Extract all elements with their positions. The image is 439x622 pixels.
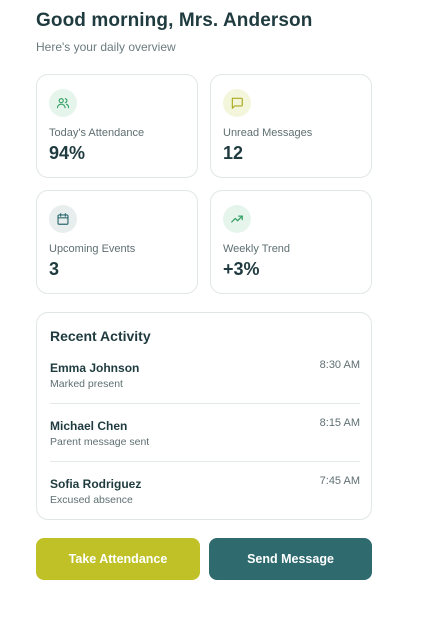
activity-item[interactable]: Michael Chen Parent message sent 8:15 AM [50, 417, 360, 467]
activity-name: Michael Chen [50, 419, 128, 433]
activity-item[interactable]: Sofia Rodriguez Excused absence 7:45 AM [50, 475, 360, 525]
recent-activity-card: Recent Activity Emma Johnson Marked pres… [36, 312, 372, 520]
activity-time: 7:45 AM [319, 475, 360, 487]
users-icon [49, 89, 77, 117]
trending-up-icon [223, 205, 251, 233]
activity-divider [50, 461, 360, 462]
activity-time: 8:30 AM [319, 359, 360, 371]
recent-activity-title: Recent Activity [50, 328, 151, 344]
stat-label: Today's Attendance [49, 127, 145, 139]
stat-card-trend[interactable]: Weekly Trend +3% [210, 190, 372, 294]
activity-name: Sofia Rodriguez [50, 477, 142, 491]
stat-value: 3 [49, 259, 60, 279]
activity-description: Parent message sent [50, 436, 150, 448]
activity-description: Marked present [50, 378, 123, 390]
send-message-button[interactable]: Send Message [209, 538, 372, 580]
stat-value: 12 [223, 143, 244, 163]
greeting-subtitle: Here's your daily overview [36, 40, 176, 54]
stat-label: Unread Messages [223, 127, 313, 139]
stat-card-events[interactable]: Upcoming Events 3 [36, 190, 198, 294]
calendar-icon [49, 205, 77, 233]
take-attendance-button[interactable]: Take Attendance [36, 538, 200, 580]
activity-description: Excused absence [50, 494, 133, 506]
stat-label: Upcoming Events [49, 243, 136, 255]
activity-time: 8:15 AM [319, 417, 360, 429]
stat-card-attendance[interactable]: Today's Attendance 94% [36, 74, 198, 178]
stat-value: +3% [223, 259, 260, 279]
stat-card-messages[interactable]: Unread Messages 12 [210, 74, 372, 178]
activity-item[interactable]: Emma Johnson Marked present 8:30 AM [50, 359, 360, 409]
greeting-title: Good morning, Mrs. Anderson [36, 10, 313, 31]
activity-name: Emma Johnson [50, 361, 140, 375]
stat-label: Weekly Trend [223, 243, 291, 255]
message-icon [223, 89, 251, 117]
activity-divider [50, 403, 360, 404]
stat-value: 94% [49, 143, 86, 163]
